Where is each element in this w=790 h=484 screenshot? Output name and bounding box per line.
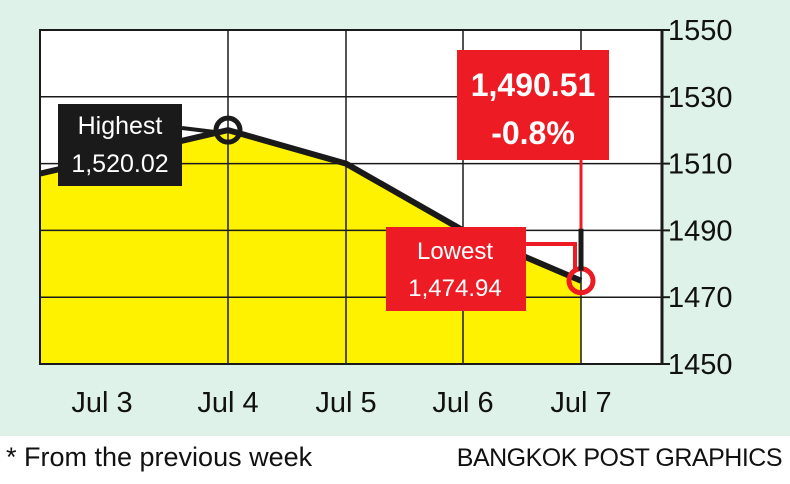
graphics-credit: BANGKOK POST GRAPHICS: [456, 444, 783, 472]
lowest-connector: [508, 242, 577, 269]
y-tick-label: 1530: [668, 82, 733, 114]
x-tick-label: Jul 3: [71, 387, 132, 419]
latest-change: -0.8%: [491, 115, 575, 151]
x-tick-label: Jul 5: [315, 387, 376, 419]
x-axis-ticks: Jul 3 Jul 4 Jul 5 Jul 6 Jul 7: [71, 387, 611, 419]
y-tick-label: 1490: [668, 215, 733, 247]
highest-label: Highest: [78, 112, 163, 140]
extreme-markers: [213, 115, 596, 296]
highest-connector: [181, 126, 217, 135]
footer: * From the previous week BANGKOK POST GR…: [0, 436, 790, 484]
callouts: Highest 1,520.02 Lowest 1,474.94 1,490.51 -0.…: [58, 50, 609, 311]
y-tick-label: 1450: [668, 349, 733, 381]
lowest-value: 1,474.94: [408, 275, 501, 302]
latest-box: [457, 50, 609, 160]
set-index-chart: 1550 1530 1510 1490 1470 1450 Jul 3 Jul 4 Jul 5…: [39, 15, 733, 419]
x-tick-label: Jul 7: [550, 387, 611, 419]
y-tick-label: 1510: [668, 149, 733, 181]
x-tick-label: Jul 6: [432, 387, 493, 419]
highest-box: [58, 104, 182, 186]
lowest-box: [386, 227, 526, 311]
y-tick-label: 1470: [668, 282, 733, 314]
highest-value: 1,520.02: [71, 150, 168, 178]
lowest-label: Lowest: [417, 238, 493, 265]
y-tick-label: 1550: [668, 15, 733, 47]
x-tick-label: Jul 4: [197, 387, 258, 419]
latest-value: 1,490.51: [471, 67, 596, 103]
y-axis-ticks: 1550 1530 1510 1490 1470 1450: [662, 15, 733, 381]
footnote: * From the previous week: [6, 442, 313, 472]
